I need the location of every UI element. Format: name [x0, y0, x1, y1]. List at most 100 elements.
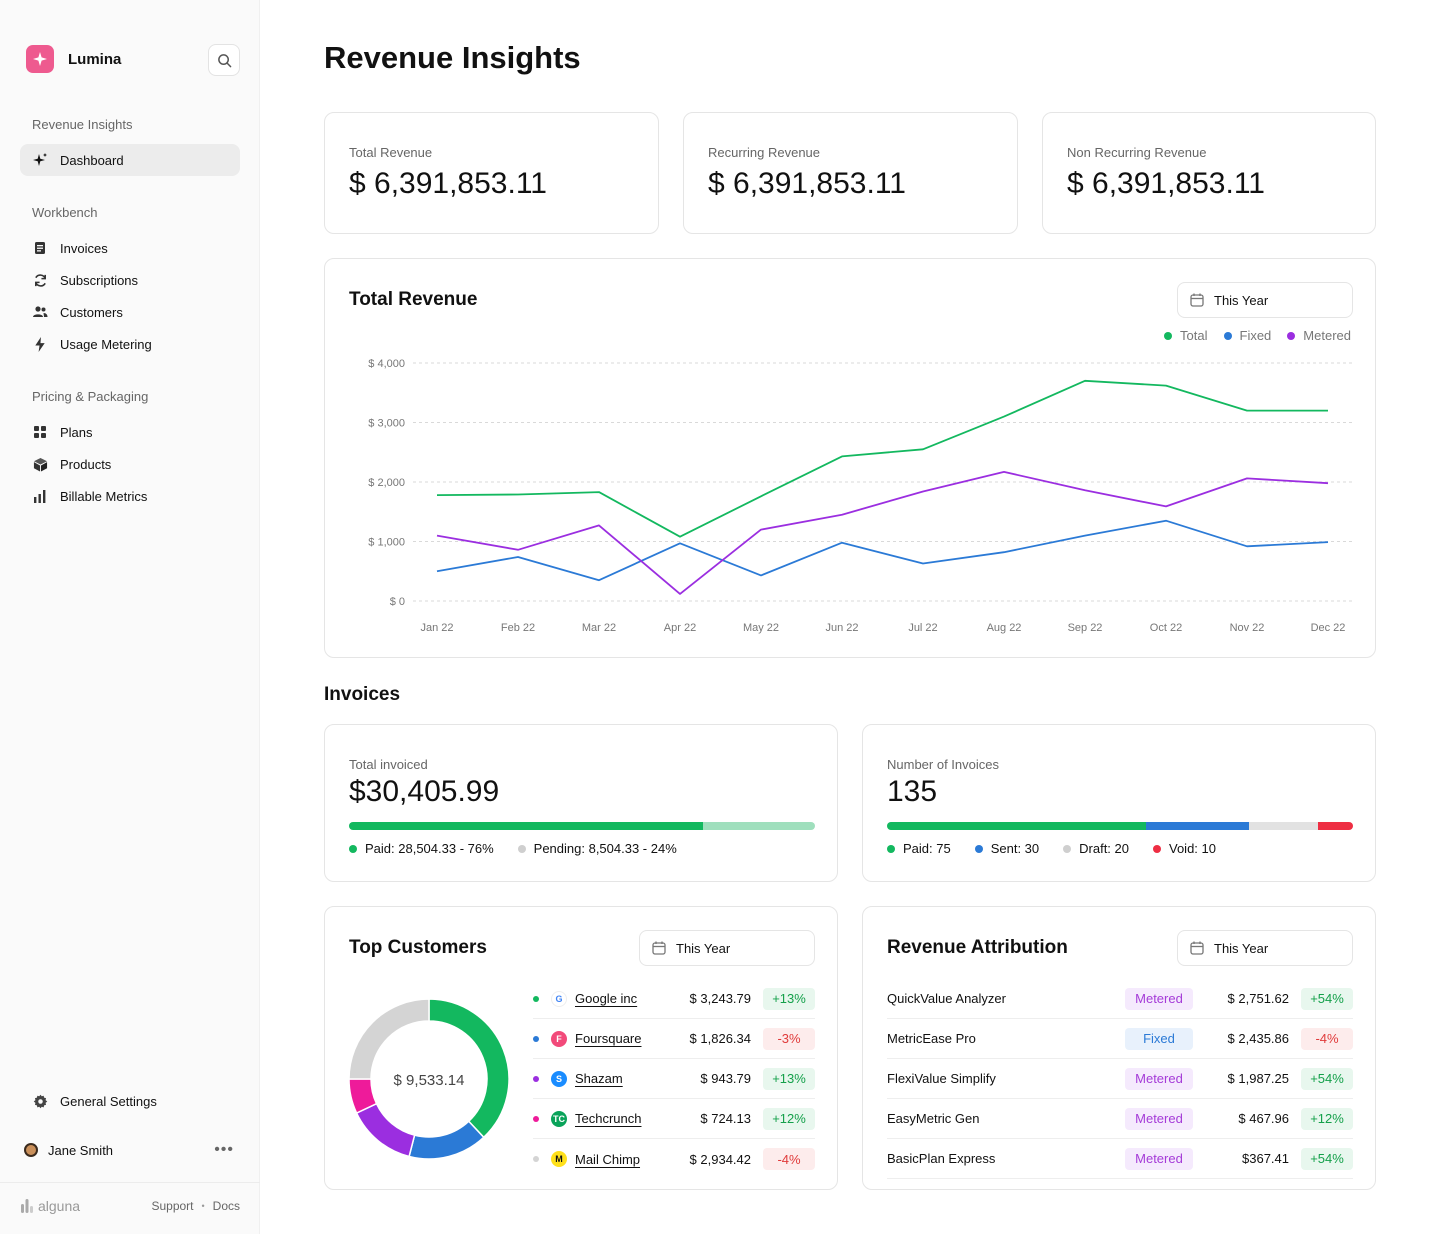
data-point-metered[interactable] — [431, 530, 443, 542]
sidebar-item-billable-metrics[interactable]: Billable Metrics — [20, 480, 240, 512]
data-point-total[interactable] — [1079, 375, 1091, 387]
data-point-total[interactable] — [1160, 380, 1172, 392]
data-point-total[interactable] — [1241, 405, 1253, 417]
footer-links: Support • Docs — [151, 1199, 240, 1213]
date-range-button[interactable]: This Year — [639, 930, 815, 966]
data-point-metered[interactable] — [1241, 472, 1253, 484]
data-point-total[interactable] — [431, 489, 443, 501]
data-point-total[interactable] — [917, 443, 929, 455]
y-tick-label: $ 1,000 — [368, 537, 405, 549]
customer-row[interactable]: S Shazam $ 943.79 +13% — [533, 1059, 815, 1099]
data-point-fixed[interactable] — [917, 558, 929, 570]
customer-row[interactable]: TC Techcrunch $ 724.13 +12% — [533, 1099, 815, 1139]
attribution-row[interactable]: QuickValue Analyzer Metered $ 2,751.62 +54% — [887, 979, 1353, 1019]
chart-title: Total Revenue — [349, 289, 478, 310]
sidebar-item-usage-metering[interactable]: Usage Metering — [20, 328, 240, 360]
data-point-fixed[interactable] — [1322, 536, 1334, 548]
support-link[interactable]: Support — [151, 1199, 194, 1213]
data-point-fixed[interactable] — [755, 569, 767, 581]
donut-slice[interactable] — [408, 1120, 485, 1160]
x-tick-label: Jan 22 — [420, 622, 453, 634]
data-point-metered[interactable] — [917, 486, 929, 498]
data-point-metered[interactable] — [755, 524, 767, 536]
sidebar-item-invoices[interactable]: Invoices — [20, 232, 240, 264]
footer-brand-name: alguna — [38, 1198, 81, 1214]
data-point-total[interactable] — [998, 411, 1010, 423]
data-point-fixed[interactable] — [593, 574, 605, 586]
data-point-total[interactable] — [512, 488, 524, 500]
x-tick-label: Oct 22 — [1150, 622, 1182, 634]
invoice-icon — [32, 240, 48, 256]
data-point-fixed[interactable] — [1241, 540, 1253, 552]
sidebar-footer: alguna Support • Docs — [0, 1182, 260, 1234]
sidebar-item-customers[interactable]: Customers — [20, 296, 240, 328]
attribution-row[interactable]: EasyMetric Gen Metered $ 467.96 +12% — [887, 1099, 1353, 1139]
data-point-metered[interactable] — [836, 509, 848, 521]
data-point-total[interactable] — [1322, 405, 1334, 417]
data-point-metered[interactable] — [512, 544, 524, 556]
series-line-metered[interactable] — [436, 470, 1329, 595]
change-badge: -4% — [763, 1148, 815, 1170]
customer-name-link[interactable]: Techcrunch — [575, 1111, 642, 1126]
user-menu[interactable]: Jane Smith ••• — [20, 1136, 240, 1164]
legend-metered[interactable]: Metered — [1287, 328, 1351, 343]
customer-row[interactable]: F Foursquare $ 1,826.34 -3% — [533, 1019, 815, 1059]
customer-row[interactable]: G Google inc $ 3,243.79 +13% — [533, 979, 815, 1019]
search-button[interactable] — [208, 44, 240, 76]
series-line-fixed[interactable] — [436, 519, 1329, 582]
legend-fixed[interactable]: Fixed — [1223, 328, 1271, 343]
data-point-metered[interactable] — [998, 466, 1010, 478]
revenue-chart-card: Total Revenue This Year Total Fixed Mete… — [324, 258, 1376, 658]
x-tick-label: Aug 22 — [987, 622, 1022, 634]
attribution-row[interactable]: MetricEase Pro Fixed $ 2,435.86 -4% — [887, 1019, 1353, 1059]
data-point-metered[interactable] — [593, 519, 605, 531]
data-point-fixed[interactable] — [1079, 530, 1091, 542]
status-segment — [887, 822, 1146, 830]
data-point-total[interactable] — [593, 486, 605, 498]
data-point-fixed[interactable] — [998, 546, 1010, 558]
series-line-total[interactable] — [436, 379, 1328, 538]
customer-name-link[interactable]: Foursquare — [575, 1031, 642, 1046]
sidebar-item-plans[interactable]: Plans — [20, 416, 240, 448]
sidebar-item-products[interactable]: Products — [20, 448, 240, 480]
sidebar-item-subscriptions[interactable]: Subscriptions — [20, 264, 240, 296]
status-legend-item: Paid: 75 — [887, 841, 951, 856]
data-point-metered[interactable] — [1160, 500, 1172, 512]
date-range-label: This Year — [676, 940, 731, 956]
data-point-metered[interactable] — [1322, 477, 1334, 489]
data-point-fixed[interactable] — [431, 565, 443, 577]
sidebar-item-label: General Settings — [60, 1093, 157, 1109]
legend-label: Draft: 20 — [1079, 841, 1129, 856]
data-point-total[interactable] — [836, 450, 848, 462]
legend-total[interactable]: Total — [1164, 328, 1208, 343]
data-point-fixed[interactable] — [1160, 515, 1172, 527]
donut-slice[interactable] — [428, 998, 510, 1139]
footer-brand[interactable]: alguna — [20, 1198, 80, 1214]
alguna-logo-icon — [21, 1199, 33, 1213]
status-segment — [1318, 822, 1353, 830]
brand[interactable]: Lumina — [26, 45, 121, 73]
sidebar-item-label: Invoices — [60, 240, 108, 256]
x-tick-label: Apr 22 — [664, 622, 696, 634]
donut-slice[interactable] — [348, 998, 430, 1080]
date-range-button[interactable]: This Year — [1177, 930, 1353, 966]
data-point-metered[interactable] — [1079, 484, 1091, 496]
attribution-row[interactable]: FlexiValue Simplify Metered $ 1,987.25 +54% — [887, 1059, 1353, 1099]
customer-row[interactable]: M Mail Chimp $ 2,934.42 -4% — [533, 1139, 815, 1179]
customer-name-link[interactable]: Mail Chimp — [575, 1151, 641, 1167]
more-options-button[interactable]: ••• — [214, 1141, 234, 1158]
donut-slice[interactable] — [355, 1102, 416, 1158]
attribution-row[interactable]: BasicPlan Express Metered $367.41 +54% — [887, 1139, 1353, 1179]
sidebar-item-label: Plans — [60, 424, 93, 440]
data-point-fixed[interactable] — [674, 537, 686, 549]
sidebar-item-dashboard[interactable]: Dashboard — [20, 144, 240, 176]
data-point-fixed[interactable] — [836, 537, 848, 549]
data-point-metered[interactable] — [674, 588, 686, 600]
customer-name-link[interactable]: Shazam — [575, 1071, 623, 1086]
data-point-total[interactable] — [755, 490, 767, 502]
customer-logo-icon: M — [551, 1151, 567, 1167]
docs-link[interactable]: Docs — [212, 1199, 240, 1213]
sidebar-item-general-settings[interactable]: General Settings — [20, 1085, 240, 1117]
customer-name-link[interactable]: Google inc — [575, 991, 638, 1006]
date-range-button[interactable]: This Year — [1177, 282, 1353, 318]
